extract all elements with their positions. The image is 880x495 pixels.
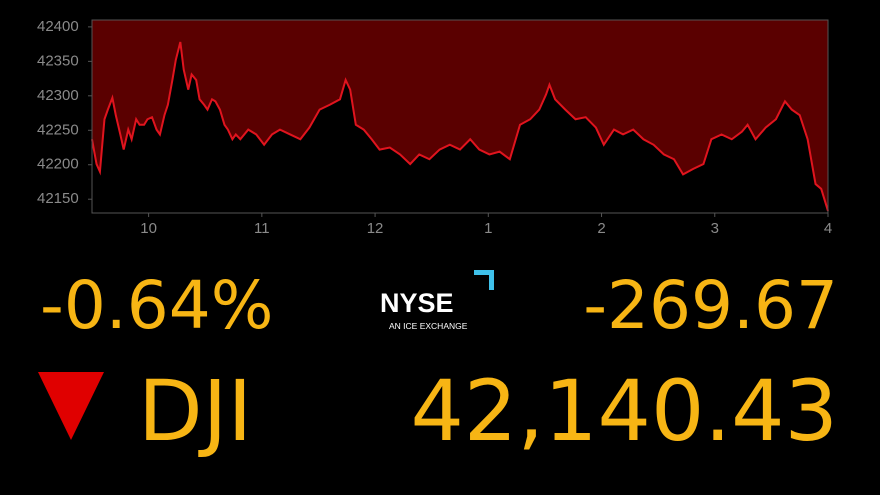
y-tick-label: 42200 [37,156,79,173]
change-percent: -0.64% [40,267,273,344]
change: -269.67 [583,267,838,344]
y-tick-label: 42400 [37,18,79,35]
symbol: DJI [138,362,252,460]
x-tick-label: 1 [484,220,492,237]
x-tick-label: 4 [824,220,832,237]
plot-frame [91,19,829,214]
y-tick-label: 42350 [37,52,79,69]
x-tick-label: 12 [367,220,384,237]
area-below [92,42,828,213]
logo-mark [474,270,494,290]
x-tick-label: 2 [597,220,605,237]
down-arrow [38,372,104,440]
x-tick-label: 11 [254,220,270,237]
price: 42,140.43 [410,362,838,460]
y-tick-label: 42150 [37,190,79,207]
price-line [91,41,829,212]
logo-name: NYSE [380,288,454,318]
logo-tagline: AN ICE EXCHANGE [389,321,468,331]
x-tick-label: 3 [711,220,719,237]
y-tick-label: 42250 [37,121,79,138]
y-tick-label: 42300 [37,87,79,104]
x-tick-label: 10 [140,220,157,237]
